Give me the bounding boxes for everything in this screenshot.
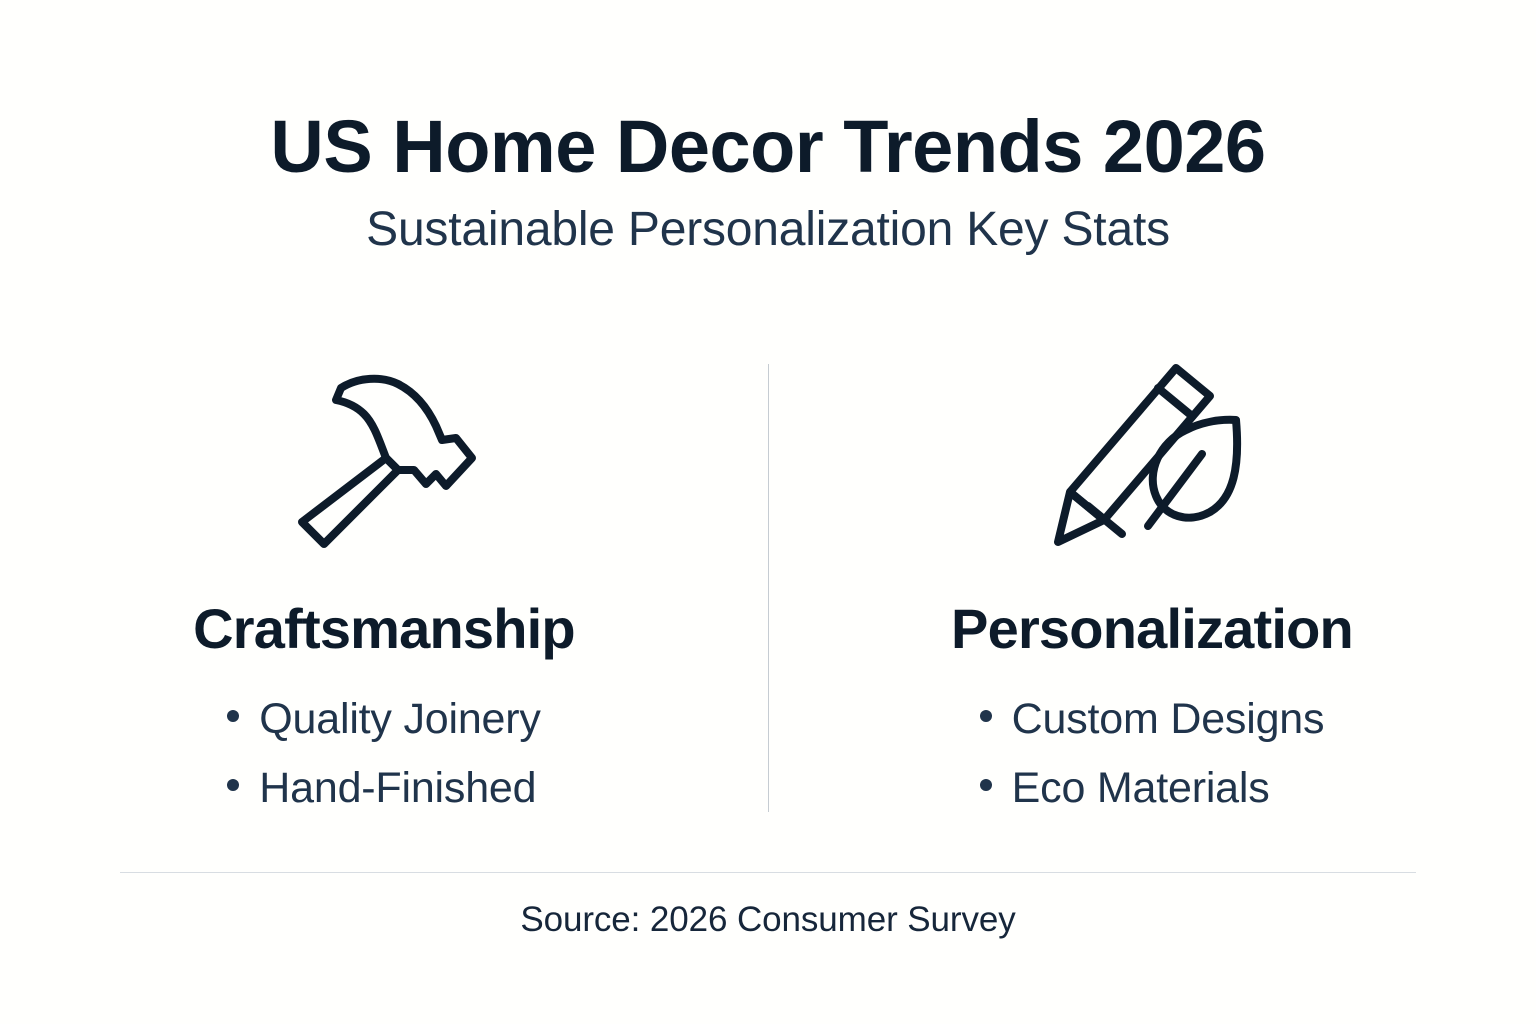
- pencil-leaf-icon: [1052, 362, 1252, 548]
- bullet-label: Custom Designs: [1011, 694, 1325, 743]
- column-heading-craftsmanship: Craftsmanship: [193, 597, 575, 660]
- column-craftsmanship: Craftsmanship Quality Joinery Hand-Finis…: [0, 362, 768, 814]
- columns-container: Craftsmanship Quality Joinery Hand-Finis…: [0, 362, 1536, 814]
- bullet-dot-icon: [979, 709, 992, 722]
- bullet-dot-icon: [227, 779, 240, 792]
- bullet-label: Quality Joinery: [259, 694, 541, 743]
- bullet-list-craftsmanship: Quality Joinery Hand-Finished: [227, 685, 541, 824]
- hammer-icon: [284, 362, 484, 548]
- bullet-list-personalization: Custom Designs Eco Materials: [979, 685, 1325, 824]
- source-note: Source: 2026 Consumer Survey: [520, 900, 1016, 939]
- column-personalization: Personalization Custom Designs Eco Mater…: [768, 362, 1536, 814]
- page-subtitle: Sustainable Personalization Key Stats: [366, 203, 1170, 257]
- bullet-dot-icon: [227, 709, 240, 722]
- list-item: Eco Materials: [979, 754, 1325, 824]
- bullet-dot-icon: [979, 779, 992, 792]
- header: US Home Decor Trends 2026 Sustainable Pe…: [0, 105, 1536, 257]
- bullet-label: Hand-Finished: [259, 764, 537, 813]
- list-item: Custom Designs: [979, 685, 1325, 755]
- page-title: US Home Decor Trends 2026: [270, 105, 1266, 188]
- bullet-label: Eco Materials: [1011, 764, 1270, 813]
- column-divider: [768, 364, 769, 812]
- footer-divider: [120, 872, 1416, 873]
- list-item: Hand-Finished: [227, 754, 540, 824]
- list-item: Quality Joinery: [227, 685, 541, 755]
- column-heading-personalization: Personalization: [951, 597, 1354, 660]
